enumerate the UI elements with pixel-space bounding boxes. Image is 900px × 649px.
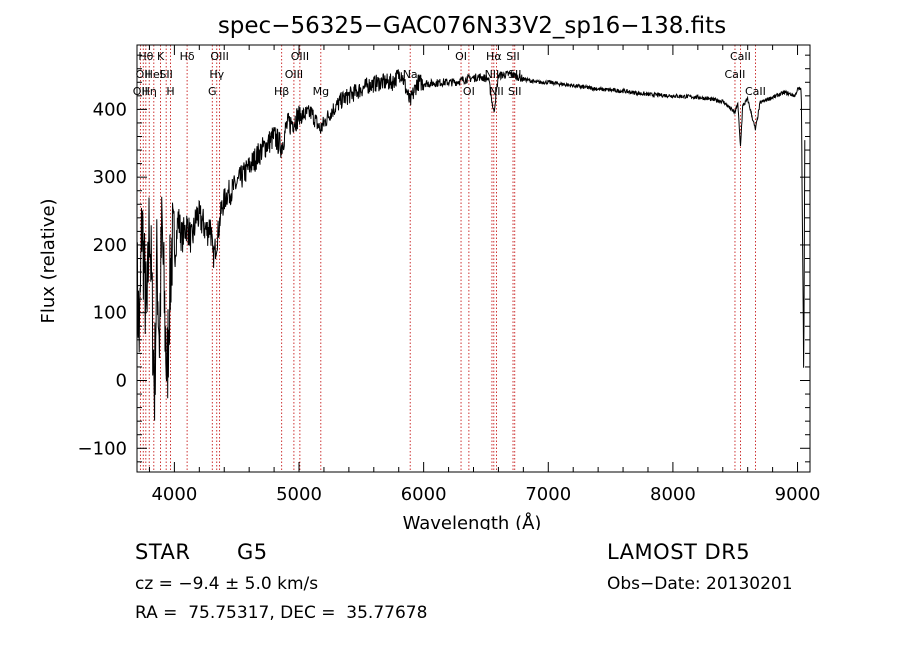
line-label: H [166,85,174,98]
line-label: K [157,50,165,63]
y-axis: −100 0 100 200 300 400 [78,54,810,463]
y-tick-label: −100 [78,438,127,459]
line-label: OIII [210,50,228,63]
object-class: STAR [135,540,191,564]
line-label: Hβ [274,85,289,98]
x-axis-label: Wavelength (Å) [403,512,542,530]
y-tick-label: 200 [93,235,127,256]
x-tick-label: 5000 [276,484,322,505]
chart-title: spec−56325−GAC076N33V2_sp16−138.fits [218,13,726,39]
survey-name: LAMOST DR5 [607,540,751,564]
line-label: Hγ [209,68,224,81]
x-tick-label: 8000 [650,484,696,505]
line-label: Na [403,68,418,81]
x-tick-label: 4000 [151,484,197,505]
y-tick-label: 400 [93,99,127,120]
x-tick-label: 6000 [401,484,447,505]
line-label: SII [506,50,519,63]
line-labels: OIIOIIHθHηHeIKSIIHHδGHγOIIIHβOIIIOIIIMgN… [133,50,766,98]
line-label: CaII [745,85,766,98]
observation-date: Obs−Date: 20130201 [607,574,793,594]
line-label: OIII [285,68,303,81]
line-label: CaII [730,50,751,63]
spectrum-line [136,69,806,421]
x-tick-label: 9000 [775,484,821,505]
line-label: CaII [725,68,746,81]
y-tick-label: 0 [116,371,127,392]
line-label: SII [159,68,172,81]
coordinates: RA = 75.75317, DEC = 35.77678 [135,603,428,623]
line-label: OIII [291,50,309,63]
y-tick-label: 100 [93,303,127,324]
line-label: G [208,85,217,98]
y-axis-label: Flux (relative) [38,198,59,323]
line-label: Hη [142,85,157,98]
line-label: Mg [313,85,329,98]
line-label: Hδ [180,50,195,63]
line-label: OI [455,50,467,63]
line-markers [139,45,756,472]
y-tick-label: 300 [93,167,127,188]
line-label: OII [136,68,151,81]
x-tick-label: 7000 [525,484,571,505]
line-label: OI [463,85,475,98]
x-axis: 4000 5000 6000 7000 8000 9000 [148,45,821,505]
spectrum-chart: spec−56325−GAC076N33V2_sp16−138.fits OII… [38,13,821,530]
line-label: SII [508,85,521,98]
line-label: Hα [486,50,502,63]
redshift-velocity: cz = −9.4 ± 5.0 km/s [135,574,319,594]
line-label: HeI [145,68,163,81]
line-label: Hθ [138,50,153,63]
object-subclass: G5 [237,540,268,564]
plot-frame [136,44,811,473]
